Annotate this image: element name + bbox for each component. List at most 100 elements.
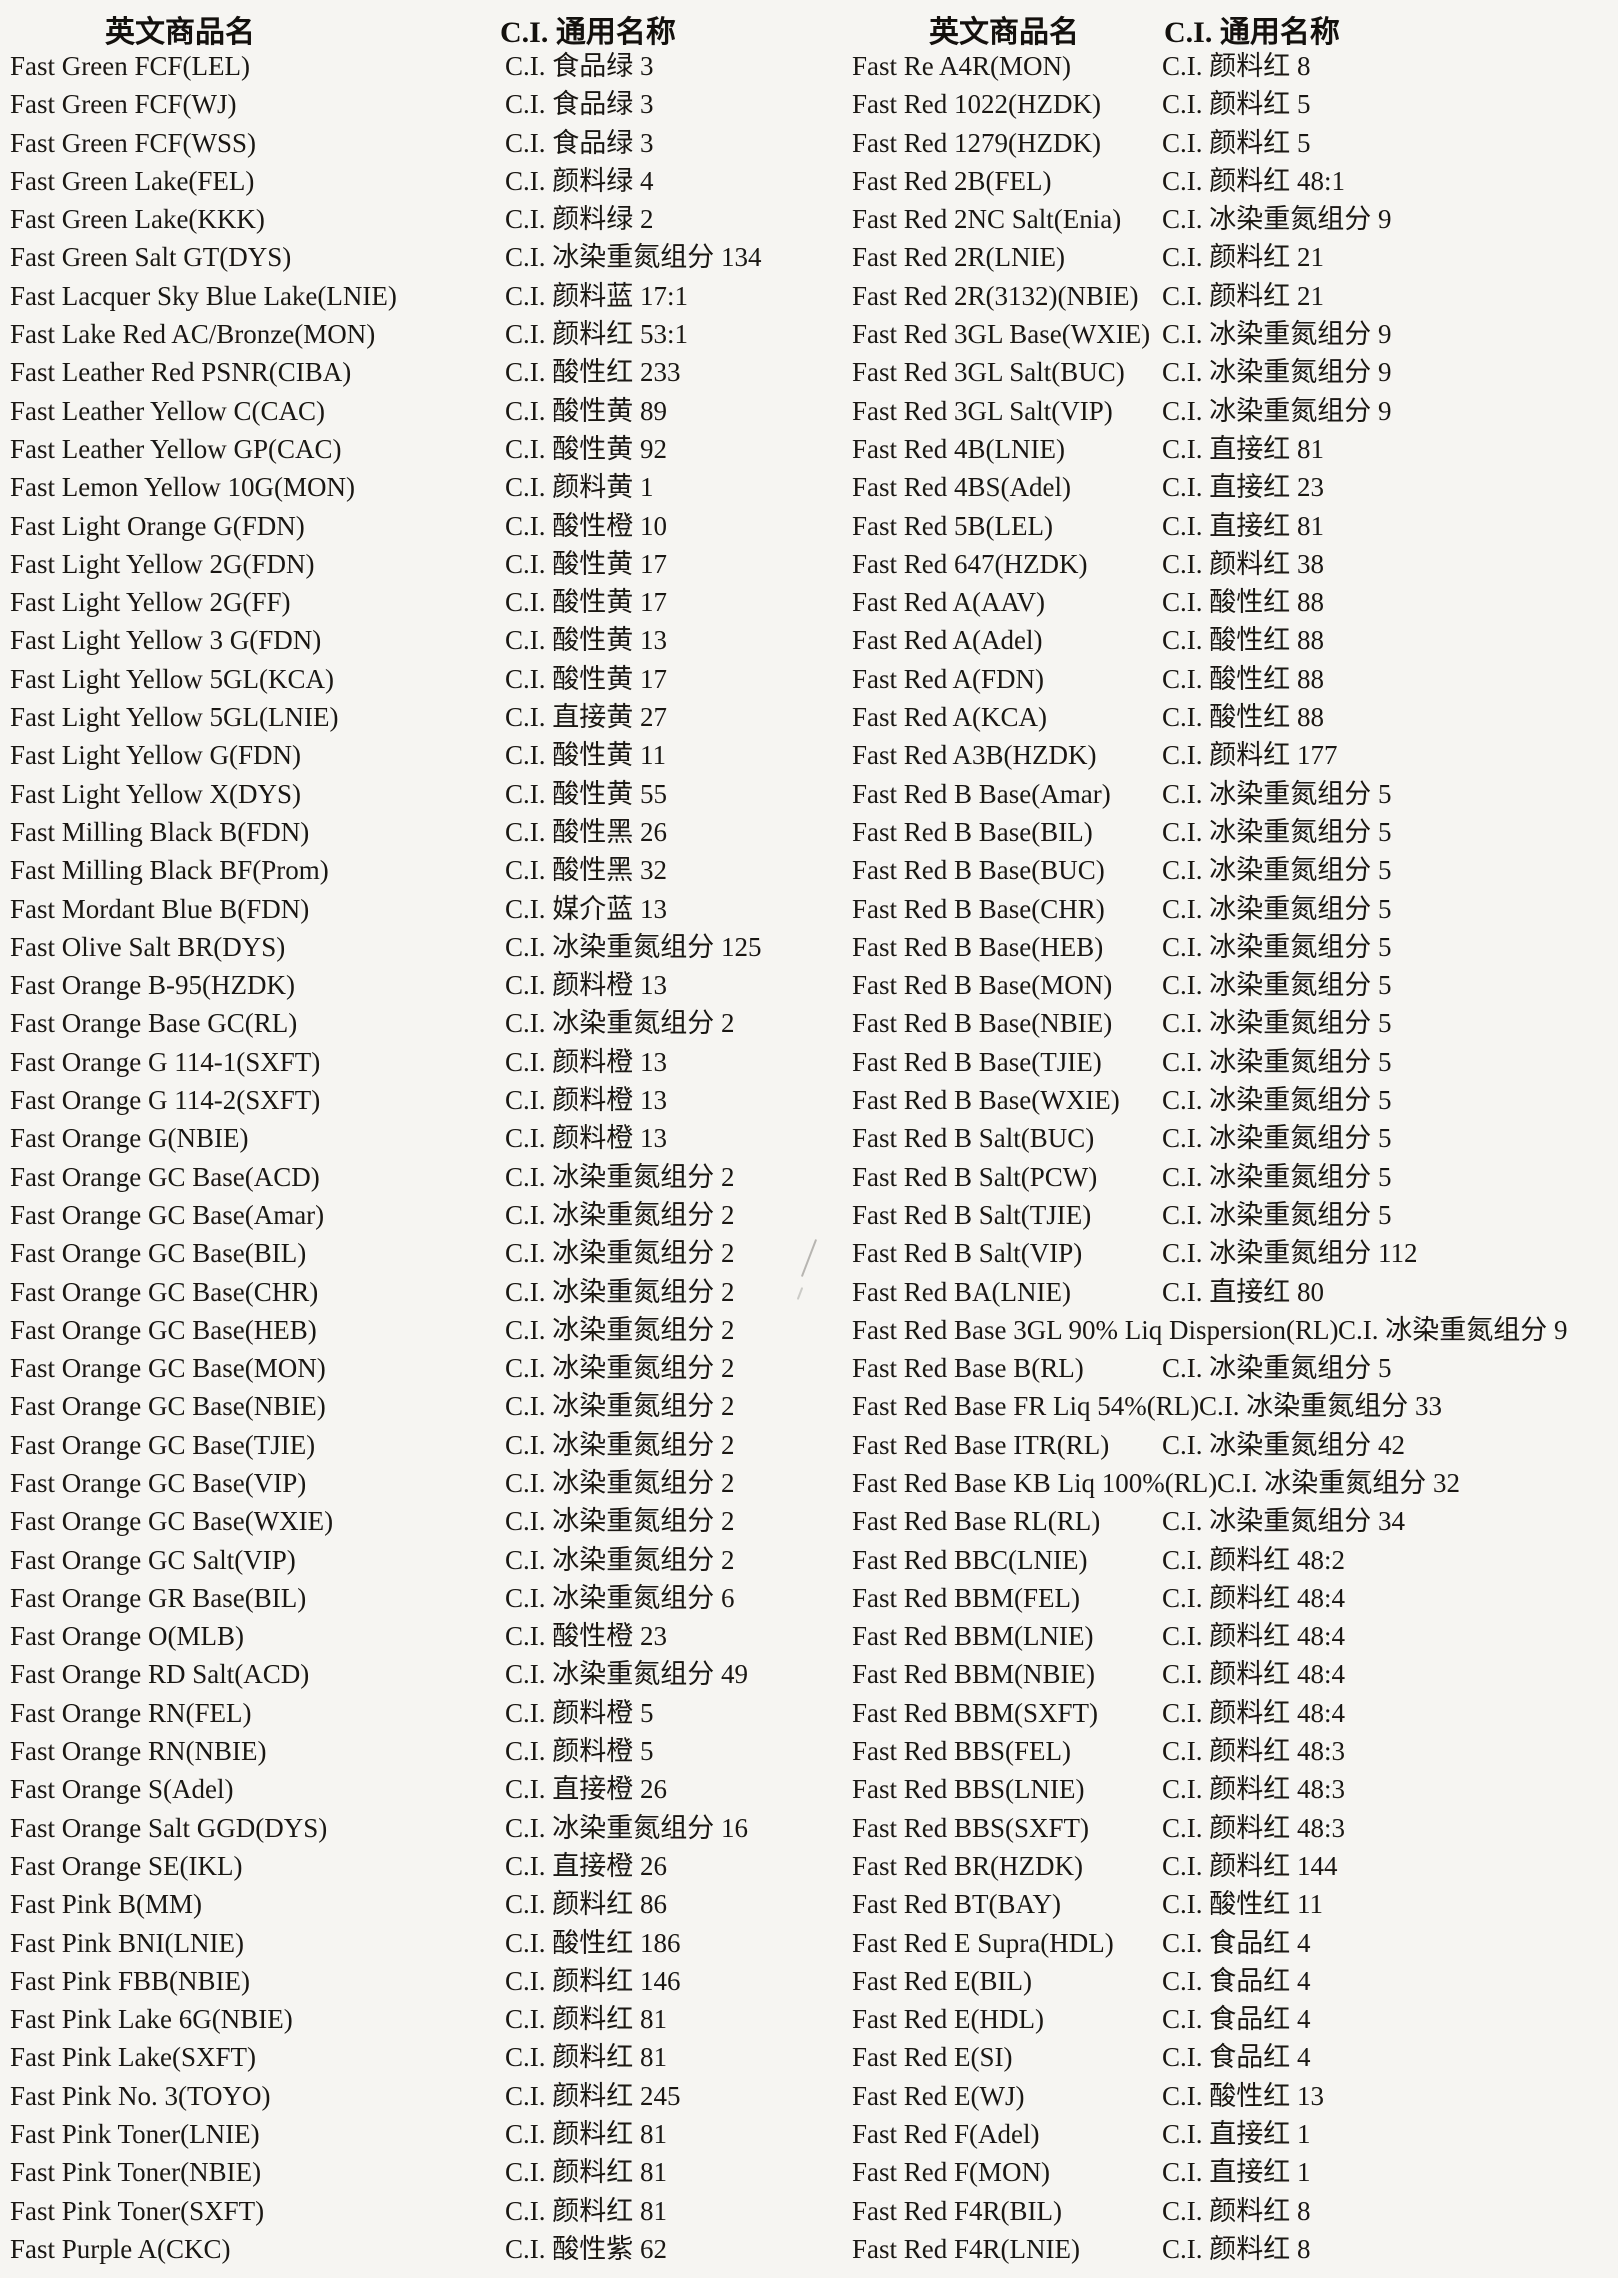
ci-generic-name: C.I. 颜料红 48:4 [1162,1659,1346,1690]
english-trade-name: Fast Red 2R(3132)(NBIE) [852,280,1139,311]
ci-generic-name: C.I. 酸性红 88 [1162,625,1324,656]
table-row: Fast Re A4R(MON) C.I. 颜料红 8 [809,47,1618,85]
table-row: Fast Red B Base(WXIE) C.I. 冰染重氮组分 5 [809,1081,1618,1119]
english-trade-name: Fast Pink Toner(SXFT) [10,2195,265,2226]
table-row: Fast Light Yellow X(DYS) C.I. 酸性黄 55 [0,775,809,813]
ci-generic-name: C.I. 颜料红 5 [1162,89,1311,120]
english-trade-name: Fast Pink Toner(LNIE) [10,2119,260,2150]
ci-generic-name: C.I. 直接红 80 [1162,1276,1324,1307]
english-trade-name: Fast Orange RD Salt(ACD) [10,1659,310,1690]
ci-generic-name: C.I. 酸性黑 26 [505,816,667,847]
table-row: Fast Red BBM(FEL) C.I. 颜料红 48:4 [809,1579,1618,1617]
table-row: Fast Red 1279(HZDK) C.I. 颜料红 5 [809,124,1618,162]
ci-generic-name: C.I. 颜料红 81 [505,2042,667,2073]
english-trade-name: Fast Orange RN(NBIE) [10,1736,267,1767]
ci-generic-name: C.I. 颜料红 8 [1162,2195,1311,2226]
english-trade-name: Fast Orange GC Base(Amar) [10,1199,325,1230]
table-row: Fast Red 4BS(Adel) C.I. 直接红 23 [809,468,1618,506]
english-trade-name: Fast Orange GC Base(TJIE) [10,1429,316,1460]
table-row: Fast Red BBM(NBIE) C.I. 颜料红 48:4 [809,1655,1618,1693]
english-trade-name: Fast Green FCF(WSS) [10,127,257,158]
table-row: Fast Green Lake(FEL) C.I. 颜料绿 4 [0,162,809,200]
table-row: Fast Red Base B(RL) C.I. 冰染重氮组分 5 [809,1349,1618,1387]
table-row: Fast Pink BNI(LNIE) C.I. 酸性红 186 [0,1924,809,1962]
ci-generic-name: C.I. 冰染重氮组分 5 [1162,1161,1392,1192]
table-row: Fast Pink Toner(LNIE) C.I. 颜料红 81 [0,2115,809,2153]
english-trade-name: Fast Orange O(MLB) [10,1621,244,1652]
table-row: Fast Red E(WJ) C.I. 酸性红 13 [809,2077,1618,2115]
ci-generic-name: C.I. 冰染重氮组分 9 [1162,319,1392,350]
english-trade-name: Fast Red E(WJ) [852,2080,1025,2111]
english-trade-name: Fast Orange S(Adel) [10,1774,234,1805]
table-row: Fast Leather Yellow C(CAC) C.I. 酸性黄 89 [0,392,809,430]
table-row: Fast Red F4R(LNIE) C.I. 颜料红 8 [809,2230,1618,2268]
table-row: Fast Orange GC Base(ACD) C.I. 冰染重氮组分 2 [0,1158,809,1196]
table-row: Fast Milling Black B(FDN) C.I. 酸性黑 26 [0,813,809,851]
table-row: Fast Red B Salt(BUC) C.I. 冰染重氮组分 5 [809,1119,1618,1157]
ci-generic-name: C.I. 酸性黄 17 [505,548,667,579]
table-row: Fast Orange GC Base(NBIE) C.I. 冰染重氮组分 2 [0,1387,809,1425]
table-row: Fast Red 2R(LNIE) C.I. 颜料红 21 [809,238,1618,276]
ci-generic-name: C.I. 酸性黄 55 [505,778,667,809]
ci-generic-name: C.I. 酸性红 186 [505,1927,681,1958]
ci-generic-name: C.I. 直接红 81 [1162,433,1324,464]
table-row: Fast Orange SE(IKL) C.I. 直接橙 26 [0,1847,809,1885]
ci-generic-name: C.I. 直接红 1 [1162,2157,1311,2188]
table-row: Fast Red F4R(BIL) C.I. 颜料红 8 [809,2192,1618,2230]
english-trade-name: Fast Red 1279(HZDK) [852,127,1101,158]
table-row: Fast Red 1022(HZDK) C.I. 颜料红 5 [809,85,1618,123]
table-row: Fast Leather Red PSNR(CIBA) C.I. 酸性红 233 [0,353,809,391]
ci-generic-name: C.I. 颜料红 48:4 [1162,1621,1346,1652]
english-trade-name: Fast Red Base RL(RL) [852,1506,1101,1537]
english-trade-name: Fast Red B Base(HEB) [852,931,1104,962]
table-row: Fast Red E Supra(HDL) C.I. 食品红 4 [809,1924,1618,1962]
ci-generic-name: C.I. 酸性红 88 [1162,702,1324,733]
ci-generic-name: C.I. 酸性红 88 [1162,587,1324,618]
english-trade-name: Fast Pink Lake 6G(NBIE) [10,2004,293,2035]
table-row: Fast Light Yellow 2G(FF) C.I. 酸性黄 17 [0,583,809,621]
ci-generic-name: C.I. 冰染重氮组分 2 [505,1161,735,1192]
ci-generic-name: C.I. 冰染重氮组分 9 [1338,1314,1568,1345]
english-trade-name: Fast Red 2R(LNIE) [852,242,1065,273]
table-row: Fast Red B Salt(VIP) C.I. 冰染重氮组分 112 [809,1234,1618,1272]
english-trade-name: Fast Orange G(NBIE) [10,1123,249,1154]
table-row: Fast Red A(Adel) C.I. 酸性红 88 [809,621,1618,659]
table-row: Fast Red 4B(LNIE) C.I. 直接红 81 [809,430,1618,468]
table-row: Fast Red Base RL(RL) C.I. 冰染重氮组分 34 [809,1502,1618,1540]
english-trade-name: Fast Red E(SI) [852,2042,1013,2073]
ci-generic-name: C.I. 酸性红 88 [1162,663,1324,694]
table-row: Fast Leather Yellow GP(CAC) C.I. 酸性黄 92 [0,430,809,468]
english-trade-name: Fast Light Yellow G(FDN) [10,740,302,771]
english-trade-name: Fast Light Orange G(FDN) [10,510,305,541]
ci-generic-name: C.I. 酸性黄 92 [505,433,667,464]
table-row: Fast Red 3GL Salt(VIP) C.I. 冰染重氮组分 9 [809,392,1618,430]
ci-generic-name: C.I. 酸性黄 11 [505,740,666,771]
english-trade-name: Fast Red 3GL Salt(BUC) [852,357,1125,388]
english-trade-name: Fast Red B Base(WXIE) [852,1085,1120,1116]
english-trade-name: Fast Red BA(LNIE) [852,1276,1071,1307]
english-trade-name: Fast Pink FBB(NBIE) [10,1965,251,1996]
ci-generic-name: C.I. 直接红 81 [1162,510,1324,541]
ci-generic-name: C.I. 直接黄 27 [505,702,667,733]
table-row: Fast Green FCF(WSS) C.I. 食品绿 3 [0,124,809,162]
ci-generic-name: C.I. 直接红 1 [1162,2119,1311,2150]
ci-generic-name: C.I. 颜料红 48:1 [1162,165,1346,196]
english-trade-name: Fast Red BBS(SXFT) [852,1812,1090,1843]
table-row: Fast Red B Base(BUC) C.I. 冰染重氮组分 5 [809,851,1618,889]
table-row: Fast Red 3GL Base(WXIE) C.I. 冰染重氮组分 9 [809,315,1618,353]
table-row: Fast Red BA(LNIE) C.I. 直接红 80 [809,1273,1618,1311]
table-row: Fast Green Lake(KKK) C.I. 颜料绿 2 [0,200,809,238]
table-row: Fast Orange RN(NBIE) C.I. 颜料橙 5 [0,1732,809,1770]
english-trade-name: Fast Orange GC Base(ACD) [10,1161,320,1192]
ci-generic-name: C.I. 颜料红 5 [1162,127,1311,158]
ci-generic-name: C.I. 颜料橙 13 [505,970,667,1001]
ci-generic-name: C.I. 冰染重氮组分 33 [1199,1391,1442,1422]
ci-generic-name: C.I. 直接红 23 [1162,472,1324,503]
english-trade-name: Fast Red B Salt(BUC) [852,1123,1095,1154]
table-row: Fast Light Yellow 5GL(KCA) C.I. 酸性黄 17 [0,660,809,698]
english-trade-name: Fast Red Base KB Liq 100%(RL) [852,1467,1218,1498]
table-row: Fast Lacquer Sky Blue Lake(LNIE) C.I. 颜料蓝… [0,277,809,315]
english-trade-name: Fast Orange GC Base(CHR) [10,1276,319,1307]
table-row: Fast Orange O(MLB) C.I. 酸性橙 23 [0,1617,809,1655]
ci-generic-name: C.I. 颜料橙 5 [505,1697,654,1728]
